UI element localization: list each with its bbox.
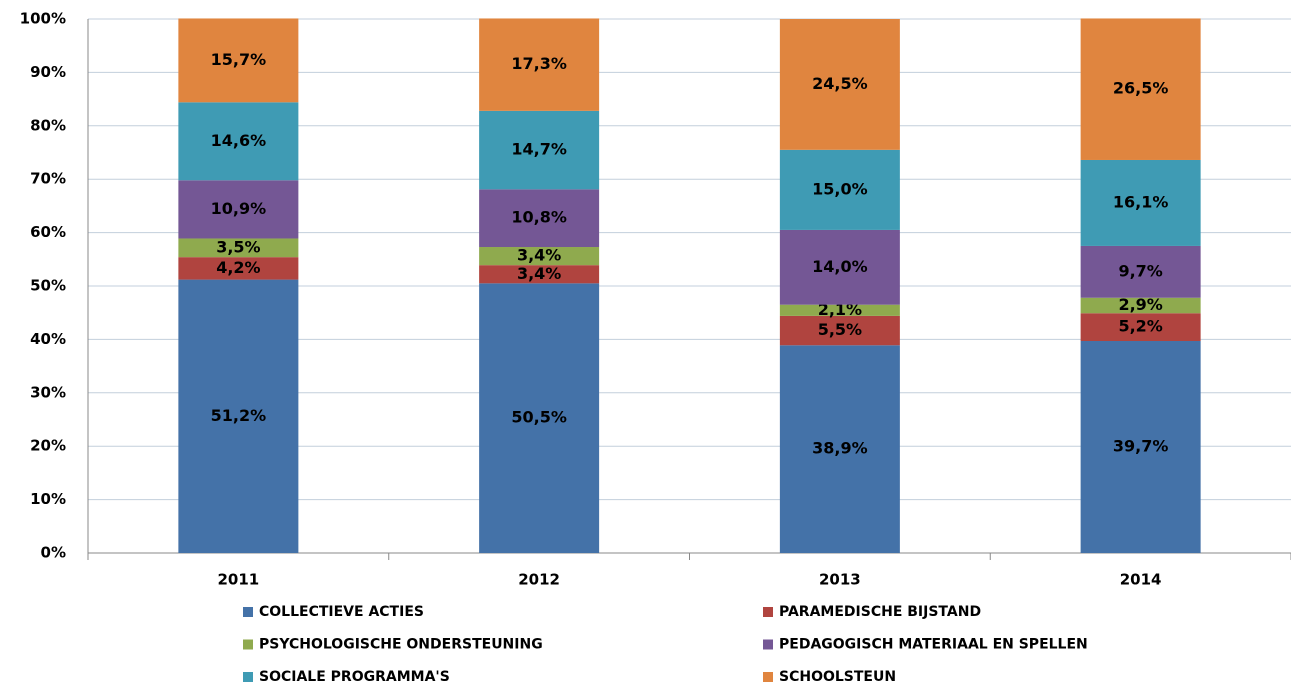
y-tick-label: 90% [30, 63, 66, 81]
bar-segment [779, 304, 900, 316]
bar-segment [779, 19, 900, 150]
data-label: 14,0% [812, 257, 868, 276]
legend-swatch [243, 672, 253, 682]
data-label: 26,5% [1113, 79, 1169, 98]
bar-segment [178, 257, 299, 280]
legend-swatch [763, 607, 773, 617]
x-tick-label: 2013 [819, 571, 861, 589]
legend-label: SOCIALE PROGRAMMA'S [259, 669, 450, 685]
legend-label: COLLECTIEVE ACTIES [259, 604, 424, 620]
bar-segment [779, 345, 900, 553]
legend-label: PEDAGOGISCH MATERIAAL EN SPELLEN [779, 637, 1088, 653]
y-tick-label: 40% [30, 330, 66, 348]
data-label: 3,4% [517, 246, 561, 265]
y-tick-label: 0% [41, 544, 66, 562]
bar-segment [178, 180, 299, 239]
data-label: 50,5% [511, 408, 567, 427]
x-tick-label: 2014 [1120, 571, 1162, 589]
legend-label: PSYCHOLOGISCHE ONDERSTEUNING [259, 637, 543, 653]
bar-segment [479, 265, 600, 284]
legend-label: SCHOOLSTEUN [779, 669, 896, 685]
data-label: 17,3% [511, 54, 567, 73]
bar-segment [779, 229, 900, 305]
data-label: 24,5% [812, 74, 868, 93]
y-tick-label: 10% [30, 490, 66, 508]
bar-segment [779, 149, 900, 230]
data-label: 3,5% [216, 237, 260, 256]
y-tick-label: 60% [30, 223, 66, 241]
data-label: 2,9% [1118, 295, 1162, 314]
bar-segment [1080, 341, 1201, 553]
bar-segment [479, 18, 600, 111]
data-label: 5,5% [818, 320, 862, 339]
bar-segment [479, 247, 600, 266]
legend-swatch [243, 639, 253, 650]
legend-label: PARAMEDISCHE BIJSTAND [779, 604, 981, 620]
y-tick-label: 80% [30, 116, 66, 134]
bar-segment [178, 279, 299, 553]
legend-swatch [763, 639, 773, 650]
bar-segment [1080, 159, 1201, 246]
x-tick-label: 2012 [518, 571, 560, 589]
legend-swatch [763, 672, 773, 682]
data-label: 15,0% [812, 179, 868, 198]
bar-segment [779, 315, 900, 346]
bar-segment [479, 283, 600, 553]
data-label: 9,7% [1118, 261, 1162, 280]
data-label: 10,8% [511, 208, 567, 227]
data-label: 38,9% [812, 439, 868, 458]
bar-segment [1080, 297, 1201, 314]
y-tick-label: 30% [30, 383, 66, 401]
y-tick-label: 20% [30, 437, 66, 455]
x-tick-label: 2011 [218, 571, 260, 589]
data-label: 3,4% [517, 264, 561, 283]
data-label: 10,9% [211, 199, 267, 218]
bar-segment [479, 189, 600, 248]
data-label: 5,2% [1118, 317, 1162, 336]
data-label: 15,7% [211, 50, 267, 69]
data-label: 16,1% [1113, 192, 1169, 211]
bar-segment [1080, 18, 1201, 160]
data-label: 51,2% [211, 406, 267, 425]
bar-segment [479, 110, 600, 190]
data-label: 14,7% [511, 140, 567, 159]
bar-segment [178, 238, 299, 258]
bar-segment [178, 18, 299, 103]
legend-swatch [243, 607, 253, 617]
y-tick-label: 50% [30, 277, 66, 295]
y-tick-label: 100% [20, 10, 66, 28]
data-label: 14,6% [211, 131, 267, 150]
bar-segment [178, 102, 299, 181]
bar-segment [1080, 313, 1201, 342]
y-tick-label: 70% [30, 170, 66, 188]
data-label: 4,2% [216, 258, 260, 277]
data-label: 39,7% [1113, 437, 1169, 456]
bar-segment [1080, 245, 1201, 298]
